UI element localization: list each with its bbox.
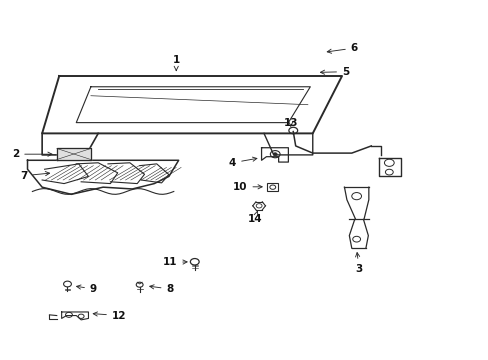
Circle shape bbox=[273, 153, 277, 156]
Text: 6: 6 bbox=[326, 43, 357, 53]
Text: 12: 12 bbox=[93, 311, 126, 320]
Text: 11: 11 bbox=[163, 257, 187, 267]
Text: 14: 14 bbox=[247, 211, 262, 224]
Text: 9: 9 bbox=[77, 284, 97, 294]
Text: 2: 2 bbox=[12, 149, 52, 159]
Text: 1: 1 bbox=[172, 55, 180, 71]
Bar bbox=[267, 183, 278, 192]
Text: 3: 3 bbox=[355, 253, 362, 274]
Text: 4: 4 bbox=[228, 157, 256, 168]
Text: 8: 8 bbox=[149, 284, 173, 294]
Text: 10: 10 bbox=[232, 182, 262, 192]
Text: 7: 7 bbox=[20, 171, 49, 181]
Text: 5: 5 bbox=[320, 67, 348, 77]
Polygon shape bbox=[57, 148, 91, 159]
Text: 13: 13 bbox=[283, 118, 298, 128]
